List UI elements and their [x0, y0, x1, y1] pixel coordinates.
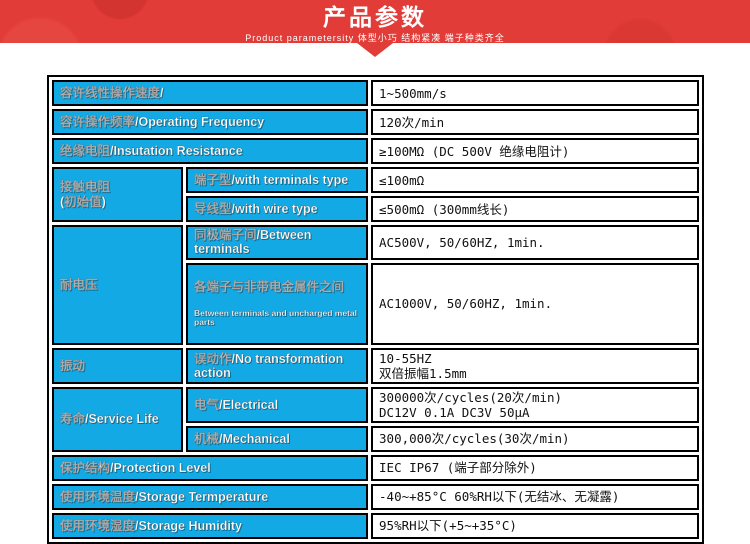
spec-group-cell: 寿命/Service Life	[52, 386, 183, 452]
spec-label-cell: 机械/Mechanical	[186, 425, 369, 452]
spec-group-cell: 耐电压	[52, 225, 183, 345]
table-row: 振动 误动作/No transformation action 10-55HZ …	[52, 347, 699, 384]
table-row: 容许线性操作速度/ 1~500mm/s	[52, 80, 699, 106]
table-row: 绝缘电阻/Insutation Resistance ≥100MΩ (DC 50…	[52, 138, 699, 164]
spec-label-cell: 使用环境湿度/Storage Humidity	[52, 512, 369, 539]
table-row: 寿命/Service Life 电气/Electrical 300000次/cy…	[52, 386, 699, 452]
table-row: 容许操作频率/Operating Frequency 120次/min	[52, 109, 699, 135]
spec-value-cell: ≤100mΩ	[371, 167, 699, 193]
spec-value-cell: AC1000V, 50/60HZ, 1min.	[371, 262, 699, 345]
table-row: 各端子与非带电金属件之间 Between terminals and uncha…	[52, 262, 699, 345]
spec-value-cell: ≤500mΩ (300mm线长)	[371, 196, 699, 222]
banner: 产品参数 Product parametersity 体型小巧 结构紧凑 端子种…	[0, 0, 750, 43]
spec-value-cell: 300,000次/cycles(30次/min)	[371, 425, 699, 452]
spec-label-cell: 容许操作频率/Operating Frequency	[52, 109, 369, 135]
spec-value-cell: 10-55HZ 双倍振幅1.5mm	[371, 347, 699, 384]
spec-label-cell: 绝缘电阻/Insutation Resistance	[52, 138, 369, 164]
spec-label-cell: 误动作/No transformation action	[186, 347, 369, 384]
table-row: 接触电阻 (初始值) 端子型/with terminals type ≤100m…	[52, 167, 699, 222]
spec-label-cell: 容许线性操作速度/	[52, 80, 369, 106]
spec-label-cell: 各端子与非带电金属件之间 Between terminals and uncha…	[186, 262, 369, 345]
page-title: 产品参数	[323, 4, 427, 30]
table-row: 耐电压 同极端子间/Between terminals AC500V, 50/6…	[52, 225, 699, 345]
spec-label-main: 各端子与非带电金属件之间	[194, 280, 345, 295]
spec-value-cell: 300000次/cycles(20次/min) DC12V 0.1A DC3V …	[371, 386, 699, 423]
spec-label-cell: 使用环境温度/Storage Termperature	[52, 483, 369, 510]
spec-table: 容许线性操作速度/ 1~500mm/s 容许操作频率/Operating Fre…	[47, 75, 704, 544]
spec-value-cell: 1~500mm/s	[371, 80, 699, 106]
table-row: 使用环境温度/Storage Termperature -40~+85°C 60…	[52, 483, 699, 510]
spec-value-cell: 120次/min	[371, 109, 699, 135]
spec-group-cell: 振动	[52, 347, 183, 384]
spec-label-sub: Between terminals and uncharged metal pa…	[194, 307, 357, 328]
spec-value-cell: 95%RH以下(+5~+35°C)	[371, 512, 699, 539]
spec-value-cell: -40~+85°C 60%RH以下(无结冰、无凝露)	[371, 483, 699, 510]
spec-group-cell: 接触电阻 (初始值)	[52, 167, 183, 222]
spec-label-cell: 端子型/with terminals type	[186, 167, 369, 193]
spec-label-cell: 同极端子间/Between terminals	[186, 225, 369, 260]
spec-label-cell: 导线型/with wire type	[186, 196, 369, 222]
spec-value-cell: ≥100MΩ (DC 500V 绝缘电阻计)	[371, 138, 699, 164]
table-row: 使用环境湿度/Storage Humidity 95%RH以下(+5~+35°C…	[52, 512, 699, 539]
banner-notch-triangle	[357, 43, 393, 57]
banner-subtitle: Product parametersity 体型小巧 结构紧凑 端子种类齐全	[245, 33, 505, 44]
table-row: 导线型/with wire type ≤500mΩ (300mm线长)	[52, 196, 699, 222]
table-row: 机械/Mechanical 300,000次/cycles(30次/min)	[52, 425, 699, 452]
spec-value-cell: AC500V, 50/60HZ, 1min.	[371, 225, 699, 260]
spec-label-cell: 电气/Electrical	[186, 386, 369, 423]
